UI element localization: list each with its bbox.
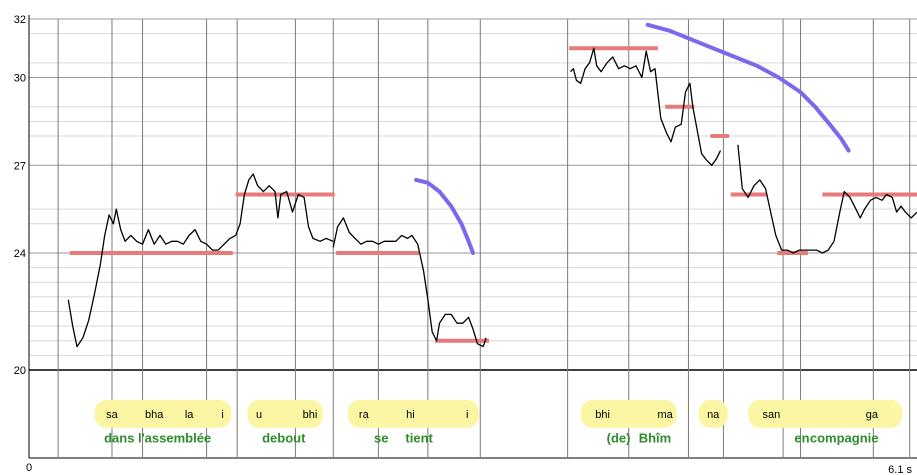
- syllable-group: [247, 399, 324, 428]
- syllable-label: sa: [106, 409, 119, 421]
- y-tick-label: 20: [14, 365, 26, 377]
- syllable-label: san: [763, 409, 781, 421]
- gloss-label: tient: [405, 430, 433, 445]
- syllable-label: bhi: [303, 409, 318, 421]
- gloss-tier: dans l'assemblée debout se tient (de) Bhîm en co…: [104, 430, 878, 445]
- pitch-series: [67, 47, 917, 348]
- contour-stroke: [645, 22, 851, 153]
- syllable-label: i: [466, 409, 468, 421]
- gloss-label: en: [794, 430, 809, 445]
- gloss-label: compagnie: [810, 430, 879, 445]
- gloss-label: (de): [607, 430, 631, 445]
- grid: [29, 18, 917, 371]
- syllable-label: la: [185, 409, 194, 421]
- syllable-label: u: [256, 409, 262, 421]
- syllable-tier: sa bha la i u bhi ra hi i bhi ma na san ga: [94, 399, 903, 428]
- syllable-group: [748, 399, 903, 428]
- gloss-label: Bhîm: [639, 430, 672, 445]
- y-tick-label: 30: [14, 73, 26, 85]
- y-tick-label: 24: [14, 248, 26, 260]
- y-tick-label: 27: [14, 160, 26, 172]
- gloss-label: se: [374, 430, 388, 445]
- pitch-curve: [332, 217, 487, 348]
- syllable-label: bhi: [595, 409, 610, 421]
- gloss-label: dans: [104, 430, 134, 445]
- syllable-group: [580, 399, 677, 428]
- syllable-label: ma: [658, 409, 674, 421]
- y-tick-label: 32: [14, 14, 26, 26]
- gloss-label: debout: [262, 430, 306, 445]
- syllable-label: ra: [359, 409, 370, 421]
- pitch-curve: [67, 173, 334, 348]
- syllable-label: hi: [406, 409, 415, 421]
- x-tick-label: 6.1 s: [888, 464, 912, 475]
- contours: [414, 22, 851, 255]
- target-levels: [69, 46, 917, 343]
- syllable-group: [347, 399, 479, 428]
- syllable-group: [698, 399, 728, 428]
- syllable-label: ga: [866, 409, 879, 421]
- gloss-label: l'assemblée: [138, 430, 211, 445]
- pitch-curve: [737, 144, 917, 254]
- segment-boundaries: [57, 19, 911, 458]
- contour-stroke: [414, 177, 475, 255]
- syllable-group: [94, 399, 232, 428]
- syllable-label: i: [221, 409, 223, 421]
- x-tick-label: 0: [26, 462, 32, 474]
- syllable-label: bha: [145, 409, 164, 421]
- syllable-label: na: [707, 409, 720, 421]
- pitch-curve: [570, 47, 722, 166]
